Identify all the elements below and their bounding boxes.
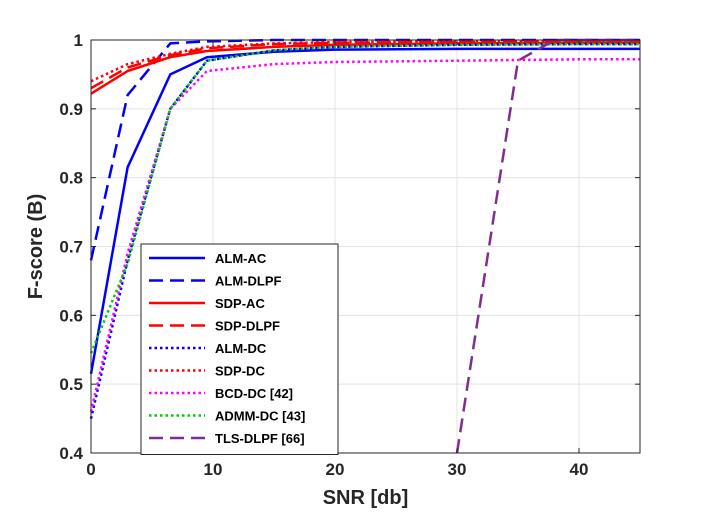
- series-line-alm-dc: [89, 42, 640, 419]
- legend-box: [140, 243, 339, 455]
- x-tick-label: 0: [86, 460, 95, 479]
- y-tick-label: 0.6: [59, 306, 83, 325]
- y-axis-label: F-score (B): [25, 194, 47, 300]
- legend-label: ALM-DLPF: [215, 274, 281, 289]
- y-tick-label: 0.4: [59, 444, 83, 463]
- legend-label: ALM-AC: [215, 251, 267, 266]
- legend-label: ADMM-DC [43]: [215, 409, 305, 424]
- legend-label: BCD-DC [42]: [215, 386, 293, 401]
- series-line-admm-dc-43: [89, 42, 640, 354]
- legend-label: SDP-AC: [215, 296, 265, 311]
- legend-label: TLS-DLPF [66]: [215, 431, 305, 446]
- legend-label: SDP-DLPF: [215, 319, 280, 334]
- x-tick-label: 10: [204, 460, 223, 479]
- x-tick-label: 20: [326, 460, 345, 479]
- x-tick-label: 30: [448, 460, 467, 479]
- y-tick-label: 0.5: [59, 375, 83, 394]
- x-axis-label: SNR [db]: [323, 487, 409, 509]
- legend: ALM-AC ALM-DLPF SDP-AC SDP-DLPF ALM-DC SDP-DC…: [140, 243, 339, 455]
- legend-label: SDP-DC: [215, 364, 265, 379]
- y-tick-label: 1: [74, 31, 83, 50]
- x-tick-label: 40: [570, 460, 589, 479]
- y-tick-label: 0.7: [59, 238, 83, 257]
- legend-label: ALM-DC: [215, 341, 267, 356]
- series-line-sdp-dc: [90, 39, 640, 83]
- y-tick-label: 0.8: [59, 169, 83, 188]
- series-line-sdp-ac: [90, 41, 640, 95]
- y-tick-label: 0.9: [59, 100, 83, 119]
- axis-ticks: 0 10 20 30 40 0.4 0.5 0.6 0.7 0.8 0.9 1: [59, 31, 640, 479]
